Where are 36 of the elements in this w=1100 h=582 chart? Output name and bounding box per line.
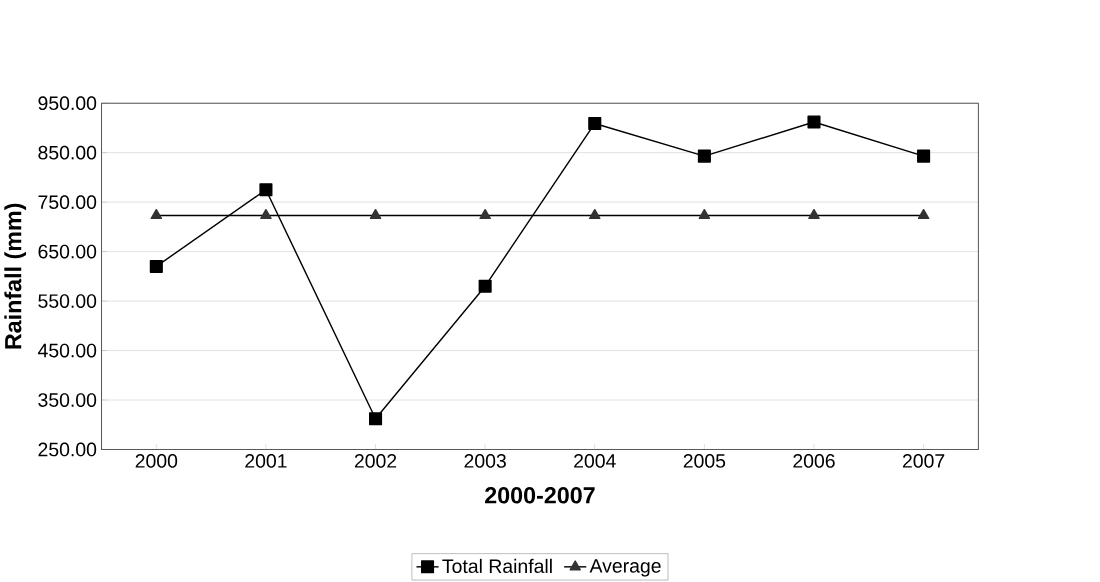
point — [917, 149, 931, 163]
x-tick-label: 2003 — [464, 454, 506, 468]
point — [917, 208, 930, 220]
y-tick-label: 850.00 — [38, 145, 97, 160]
point — [808, 208, 820, 220]
y-tick-label: 750.00 — [38, 195, 97, 209]
x-tick-label: 2000 — [135, 454, 178, 468]
point — [807, 115, 821, 129]
x-tick-label: 2005 — [683, 454, 726, 468]
legend-label: Total Rainfall — [442, 558, 552, 574]
point — [149, 259, 163, 273]
point — [478, 279, 492, 293]
y-axis-title: Rainfall (mm) — [4, 203, 27, 349]
point — [589, 208, 601, 220]
point — [260, 208, 272, 220]
point — [479, 208, 491, 220]
x-tick-label: 2002 — [354, 454, 397, 468]
point — [698, 208, 711, 220]
x-tick-label: 2004 — [574, 454, 616, 468]
x-tick-label: 2007 — [902, 454, 945, 468]
legend-label: Average — [589, 559, 661, 577]
point — [588, 116, 602, 130]
x-axis-title: 2000-2007 — [485, 486, 595, 504]
y-tick-label: 250.00 — [38, 442, 97, 457]
y-tick-label: 650.00 — [38, 244, 97, 259]
point — [697, 149, 711, 163]
x-tick-label: 2001 — [245, 454, 287, 468]
y-tick-label: 350.00 — [38, 393, 97, 407]
point — [259, 183, 273, 197]
y-tick-label: 550.00 — [38, 294, 97, 308]
point — [369, 412, 383, 426]
y-tick-label: 450.00 — [37, 343, 97, 358]
y-tick-label: 950.00 — [38, 96, 97, 110]
point — [150, 208, 163, 220]
x-tick-label: 2006 — [793, 454, 835, 468]
point — [369, 208, 382, 220]
